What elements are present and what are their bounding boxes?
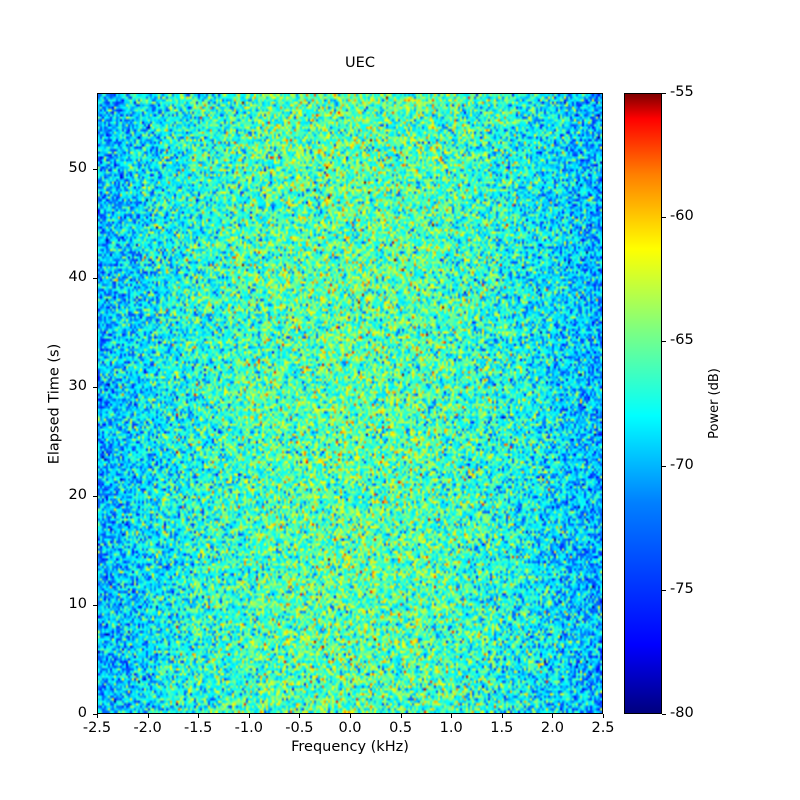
colorbar-tick-mark (662, 714, 666, 715)
x-tick-mark (299, 714, 301, 718)
colorbar-tick-mark (662, 93, 666, 94)
x-tick-mark (198, 714, 200, 718)
colorbar-gradient (624, 93, 662, 714)
colorbar-tick-mark (662, 341, 666, 343)
x-axis-label: Frequency (kHz) (291, 739, 409, 755)
y-tick-label: 50 (68, 160, 87, 177)
y-axis-label: Elapsed Time (s) (46, 343, 63, 465)
y-tick-label: 10 (68, 596, 87, 613)
colorbar-tick-label: -70 (670, 456, 694, 473)
x-tick-label: 2.0 (540, 720, 564, 736)
y-tick-mark (93, 278, 97, 280)
x-tick-mark (350, 714, 351, 718)
x-tick-label: -1.5 (184, 720, 213, 736)
x-tick-label: 0.0 (338, 720, 362, 736)
x-tick-label: 0.5 (389, 720, 413, 736)
y-tick-mark (93, 605, 97, 607)
x-tick-mark (97, 714, 98, 718)
colorbar-label: Power (dB) (707, 368, 722, 439)
x-tick-mark (501, 714, 503, 718)
y-tick-mark (93, 714, 97, 715)
colorbar-tick-label: -80 (670, 705, 694, 721)
x-tick-label: -0.5 (285, 720, 314, 736)
colorbar-tick-label: -75 (670, 580, 694, 597)
colorbar-tick-mark (662, 589, 666, 591)
colorbar-tick-mark (662, 465, 666, 467)
x-tick-label: -1.0 (234, 720, 263, 736)
x-tick-mark (400, 714, 402, 718)
y-tick-label: 0 (77, 705, 87, 721)
y-tick-mark (93, 496, 97, 498)
x-tick-label: -2.5 (82, 720, 112, 736)
x-tick-mark (552, 714, 554, 718)
colorbar-tick-label: -55 (670, 84, 694, 100)
spectrogram-axes (97, 93, 603, 714)
y-tick-mark (93, 169, 97, 171)
x-tick-mark (603, 714, 604, 718)
colorbar-tick-label: -65 (670, 332, 694, 349)
colorbar-tick-mark (662, 217, 666, 219)
y-tick-mark (93, 387, 97, 389)
x-tick-label: 1.0 (439, 720, 463, 736)
colorbar-wrapper (624, 93, 662, 714)
colorbar-tick-label: -60 (670, 208, 694, 225)
x-tick-label: 1.5 (490, 720, 514, 736)
spectrogram-image (98, 94, 602, 713)
x-tick-label: 2.5 (591, 720, 615, 736)
y-tick-label: 30 (68, 378, 87, 395)
x-tick-mark (147, 714, 149, 718)
y-tick-label: 20 (68, 487, 87, 504)
y-tick-label: 40 (68, 269, 87, 286)
x-tick-mark (451, 714, 453, 718)
x-tick-mark (248, 714, 250, 718)
x-tick-label: -2.0 (133, 720, 162, 736)
title-station: UEC (345, 55, 375, 71)
